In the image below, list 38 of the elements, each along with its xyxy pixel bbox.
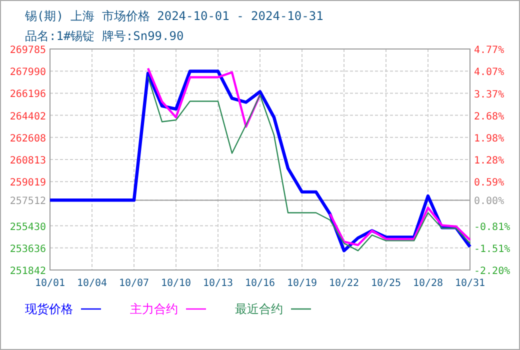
y2-tick-label: 3.37%	[474, 89, 504, 100]
y2-tick-label: 4.77%	[474, 45, 504, 56]
y2-tick-label: 0.00%	[474, 196, 504, 208]
x-tick-label: 10/22	[328, 278, 360, 289]
chart-title: 锡(期) 上海 市场价格 2024-10-01 - 2024-10-31	[24, 9, 324, 23]
legend-label: 现货价格	[25, 302, 73, 316]
x-tick-label: 10/28	[412, 278, 444, 289]
y-tick-label: 267990	[10, 67, 46, 78]
y-tick-label: 269785	[10, 45, 46, 56]
y2-tick-label: -1.51%	[474, 244, 510, 256]
y-tick-label: 260813	[10, 156, 46, 167]
y-tick-label: 257512	[10, 196, 46, 208]
y-tick-label: 259019	[10, 178, 46, 189]
y-tick-label: 264402	[10, 111, 46, 122]
y-tick-label: 251842	[10, 266, 46, 277]
y-tick-label: 266196	[10, 89, 46, 100]
y2-tick-label: 4.07%	[474, 67, 504, 78]
x-tick-label: 10/16	[244, 278, 276, 289]
chart-subtitle: 品名:1#锡锭 牌号:Sn99.90	[25, 29, 184, 43]
y2-tick-label: -0.81%	[474, 222, 510, 233]
y-tick-label: 253636	[10, 244, 46, 255]
y2-tick-label: 2.68%	[474, 111, 504, 122]
y2-tick-label: 1.28%	[474, 156, 504, 167]
x-tick-label: 10/07	[118, 278, 150, 289]
x-tick-label: 10/31	[454, 278, 486, 289]
x-tick-label: 10/01	[34, 278, 66, 289]
y2-tick-label: 0.59%	[474, 178, 504, 189]
x-tick-label: 10/19	[286, 278, 318, 289]
y2-tick-label: 1.98%	[474, 133, 504, 144]
x-tick-label: 10/10	[160, 278, 192, 289]
x-tick-label: 10/25	[370, 278, 402, 289]
x-tick-label: 10/13	[202, 278, 234, 289]
legend-label: 最近合约	[235, 302, 283, 316]
x-tick-label: 10/04	[76, 278, 108, 289]
legend-label: 主力合约	[130, 302, 178, 316]
y-tick-label: 262608	[10, 133, 46, 144]
y2-tick-label: -2.20%	[474, 266, 510, 277]
y-tick-label: 255430	[10, 222, 46, 233]
